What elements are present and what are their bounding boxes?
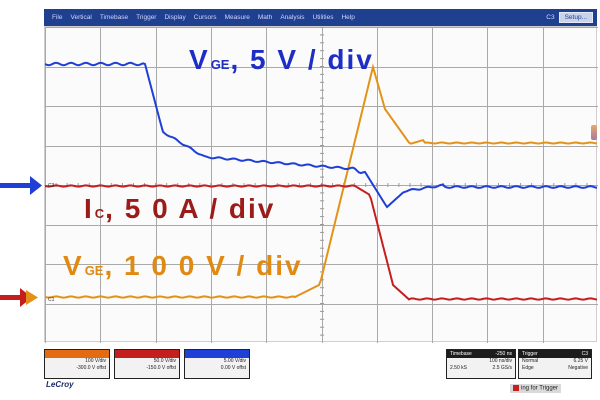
ground-marker-arrows [0,176,42,307]
vge-5v-annotation: VGE, 5 V / div [189,44,374,76]
annotation-scale: , 5 0 A / div [105,193,276,224]
menu-trigger[interactable]: Trigger [136,14,157,21]
menu-analysis[interactable]: Analysis [280,14,305,21]
channel-3-color-strip [185,350,249,358]
menu-timebase[interactable]: Timebase [99,14,129,21]
timebase-scale: 100 ns/div [489,358,512,364]
ic-current-waveform [45,184,598,301]
menu-help[interactable]: Help [341,14,355,21]
trigger-status: ing for Trigger [510,384,562,393]
channel-ground-label: C1 [48,297,55,303]
channel-2-offset: -150.0 V offst [146,365,176,371]
timebase-line-2: 2.50 kS 2.5 GS/s [447,365,515,372]
annotation-subscript: GE [210,57,230,72]
timebase-header: Timebase -250 ns [447,350,515,358]
scope-display[interactable]: C3 C1 [44,26,598,343]
trigger-type: Edge [522,365,534,371]
menu-measure[interactable]: Measure [224,14,250,21]
channel-3-scale: 5.00 V/div [223,358,246,364]
menu-math[interactable]: Math [257,14,273,21]
channel-3-offset: 0.00 V offst [220,365,246,371]
annotation-subscript: C [94,206,105,221]
channel-2-color-strip [115,350,179,358]
channel-1-color-strip [45,350,109,358]
trigger-mode: Normal [522,358,539,364]
timebase-descriptor[interactable]: Timebase -250 ns 100 ns/div 2.50 kS 2.5 … [446,349,516,379]
trigger-line-1: Normal 6.25 V [519,358,591,365]
active-channel-id: C3 [546,14,555,21]
menu-vertical[interactable]: Vertical [70,14,92,21]
trigger-descriptor[interactable]: Trigger C3 Normal 6.25 V Edge Negative [518,349,592,379]
blue-ground-arrow-icon [0,176,42,195]
timebase-delay: -250 ns [495,351,512,357]
channel-3-descriptor[interactable]: 5.00 V/div 0.00 V offst [184,349,250,379]
timebase-rate: 2.5 GS/s [492,365,512,371]
channel-ground-label: C3 [48,183,55,189]
trigger-status-text: ing for Trigger [521,385,559,392]
channel-1-scale: 100 V/div [85,358,106,364]
timebase-line-1: 100 ns/div [447,358,515,365]
annotation-symbol: I [84,193,94,224]
graticule-grid [45,27,598,343]
scroll-marker [591,125,597,140]
trigger-source: C3 [581,351,588,357]
vge-5v-waveform [45,61,598,209]
ic-annotation: IC, 5 0 A / div [84,193,275,225]
orange-ground-arrow-icon [26,290,38,305]
timebase-samples: 2.50 kS [450,365,467,371]
annotation-symbol: V [189,44,210,75]
annotation-scale: , 1 0 0 V / div [104,250,303,281]
trigger-line-2: Edge Negative [519,365,591,372]
annotation-subscript: GE [84,263,104,278]
menu-cursors[interactable]: Cursors [193,14,217,21]
menu-file[interactable]: File [52,14,63,21]
timebase-label: Timebase [450,351,472,357]
menu-utilities[interactable]: Utilities [312,14,334,21]
status-indicator-icon [513,385,519,391]
menu-bar: File Vertical Timebase Trigger Display C… [44,9,597,26]
channel-1-offset: -300.0 V offst [76,365,106,371]
bottom-info-bar: 100 V/div -300.0 V offst 50.0 V/div -150… [44,349,597,385]
menu-display[interactable]: Display [164,14,186,21]
channel-1-descriptor[interactable]: 100 V/div -300.0 V offst [44,349,110,379]
trigger-slope: Negative [568,365,588,371]
setup-button[interactable]: Setup... [558,12,593,23]
vge-100v-waveform [45,63,598,299]
trigger-header: Trigger C3 [519,350,591,358]
trigger-level: 6.25 V [573,358,588,364]
vge-100v-annotation: VGE, 1 0 0 V / div [63,250,303,282]
annotation-symbol: V [63,250,84,281]
waveform-svg [45,27,598,343]
brand-logo: LeCroy [46,380,74,389]
channel-2-scale: 50.0 V/div [153,358,176,364]
annotation-scale: , 5 V / div [230,44,374,75]
channel-2-descriptor[interactable]: 50.0 V/div -150.0 V offst [114,349,180,379]
trigger-label: Trigger [522,351,538,357]
